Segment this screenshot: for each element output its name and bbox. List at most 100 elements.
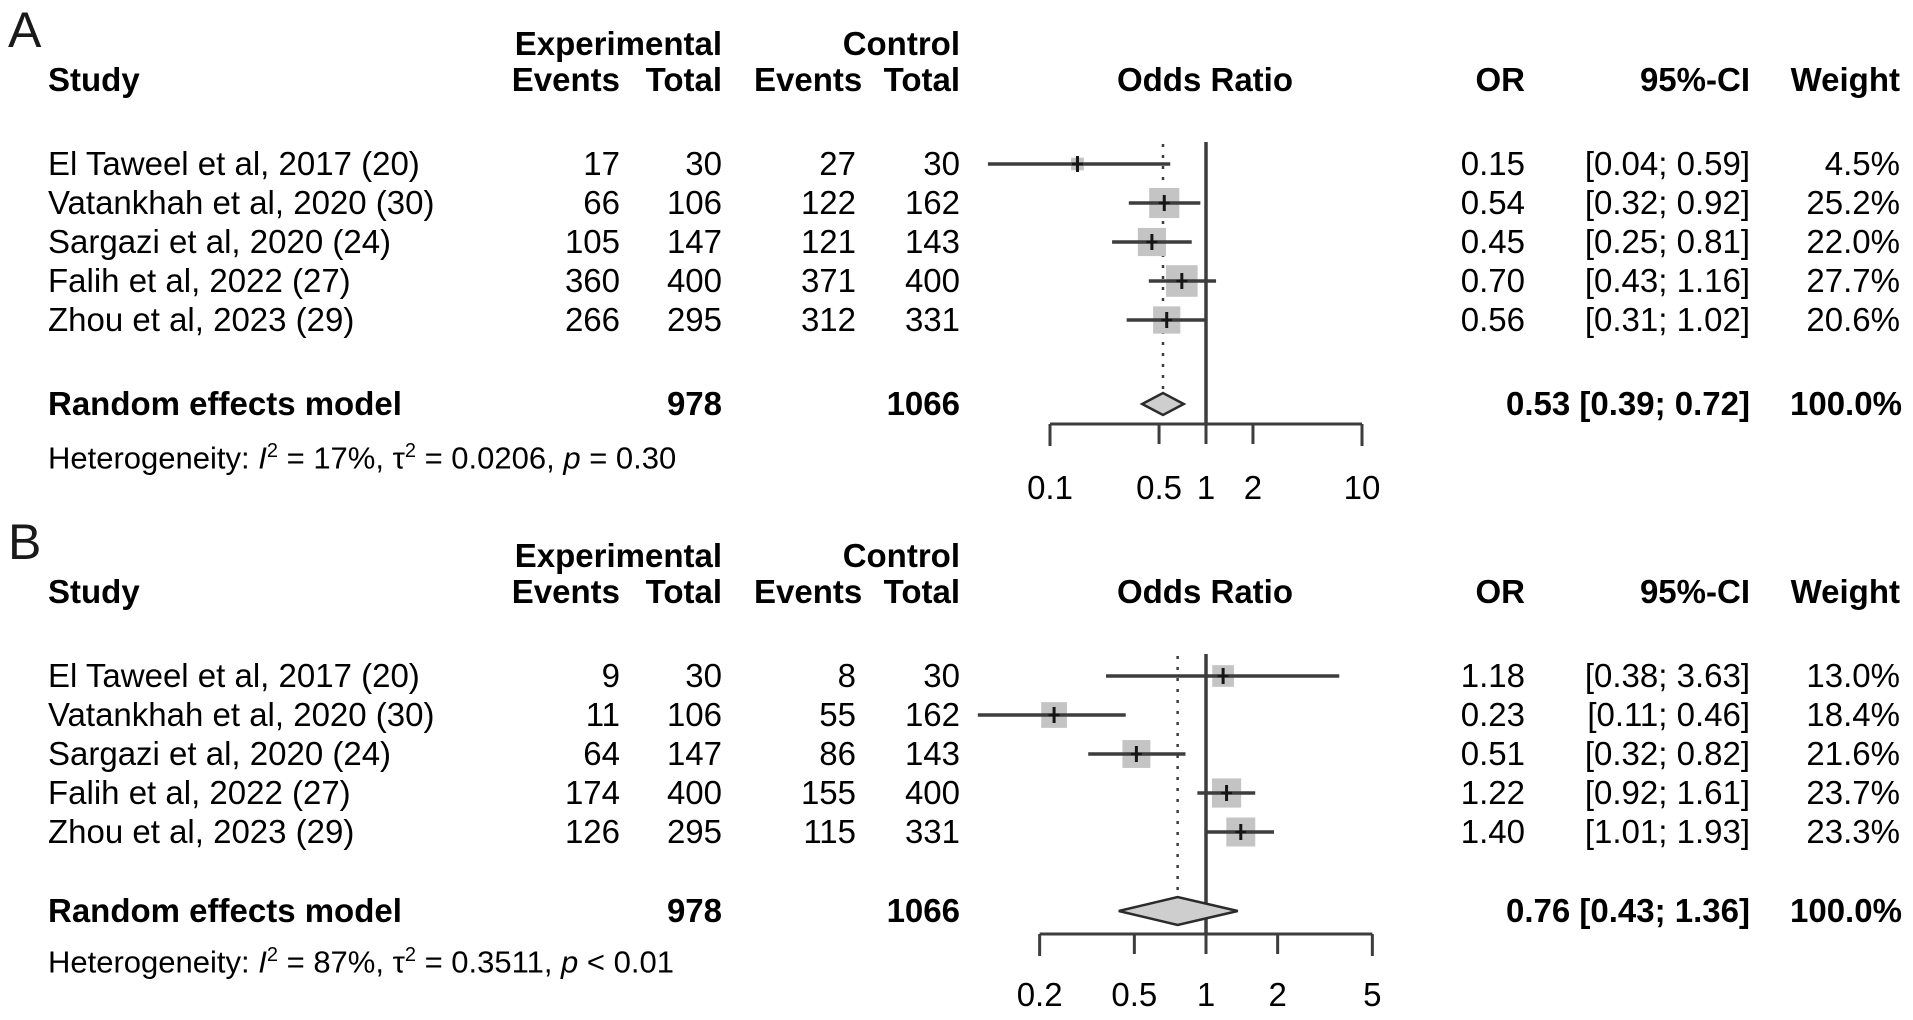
or-value: 1.22 <box>1460 774 1525 811</box>
group-header-experimental: Experimental <box>514 537 722 574</box>
control-total: 331 <box>904 301 960 338</box>
het-tau-symbol: τ <box>392 944 405 980</box>
het-p-symbol: p <box>563 440 581 476</box>
study-name: Falih et al, 2022 (27) <box>48 774 351 811</box>
pooled-diamond <box>1118 895 1239 927</box>
heterogeneity-note: Heterogeneity: I2 = 17%, τ2 = 0.0206, p … <box>48 430 998 476</box>
experimental-events: 360 <box>564 262 620 299</box>
axis-tick-label: 5 <box>1363 976 1382 1013</box>
experimental-events: 174 <box>564 774 620 811</box>
group-header-experimental: Experimental <box>514 25 722 62</box>
column-header-exp-events: Events <box>511 61 620 98</box>
control-events: 122 <box>800 184 856 221</box>
pooled-exp-total: 978 <box>666 385 722 422</box>
column-header-study: Study <box>48 573 140 610</box>
ci-value: [0.11; 0.46] <box>1587 696 1750 733</box>
pooled-exp-total: 978 <box>666 892 722 929</box>
het-tau-sup: 2 <box>404 440 416 462</box>
axis-tick-label: 0.1 <box>1027 469 1073 506</box>
ci-value: [0.92; 1.61] <box>1584 774 1750 811</box>
column-header-weight: Weight <box>1790 61 1900 98</box>
ci-value: [0.31; 1.02] <box>1584 301 1750 338</box>
control-events: 115 <box>803 813 856 850</box>
column-header-ctrl-total: Total <box>883 573 960 610</box>
weight-value: 4.5% <box>1824 145 1900 182</box>
experimental-total: 147 <box>666 735 722 772</box>
het-tau-value: = 0.3511, <box>415 944 562 980</box>
experimental-total: 30 <box>685 657 722 694</box>
control-events: 121 <box>800 223 856 260</box>
panel-b-plot <box>977 654 1374 956</box>
experimental-events: 9 <box>601 657 620 694</box>
pooled-ctrl-total: 1066 <box>886 385 960 422</box>
ci-value: [0.43; 1.16] <box>1584 262 1750 299</box>
experimental-total: 400 <box>666 774 722 811</box>
het-i2-value: = 87%, <box>277 944 393 980</box>
het-tau-symbol: τ <box>392 440 405 476</box>
control-total: 30 <box>923 657 960 694</box>
weight-value: 13.0% <box>1806 657 1900 694</box>
or-value: 0.45 <box>1460 223 1525 260</box>
study-name: Vatankhah et al, 2020 (30) <box>48 696 435 733</box>
het-prefix: Heterogeneity: <box>48 440 259 476</box>
column-header-exp-events: Events <box>511 573 620 610</box>
control-total: 143 <box>904 735 960 772</box>
het-i2-symbol: I <box>258 440 267 476</box>
control-total: 331 <box>904 813 960 850</box>
experimental-events: 66 <box>583 184 620 221</box>
column-header-ci: 95%-CI <box>1639 61 1750 98</box>
control-total: 162 <box>904 696 960 733</box>
or-value: 1.40 <box>1460 813 1525 850</box>
column-header-odds-ratio: Odds Ratio <box>1116 61 1293 98</box>
study-name: Falih et al, 2022 (27) <box>48 262 351 299</box>
experimental-total: 295 <box>666 813 722 850</box>
or-value: 0.23 <box>1460 696 1525 733</box>
control-total: 143 <box>904 223 960 260</box>
pooled-weight: 100.0% <box>1790 892 1902 929</box>
pooled-label: Random effects model <box>48 892 402 929</box>
axis-tick-label: 1 <box>1196 469 1216 506</box>
experimental-events: 64 <box>583 735 620 772</box>
experimental-events: 266 <box>564 301 620 338</box>
experimental-total: 400 <box>666 262 722 299</box>
ci-value: [0.04; 0.59] <box>1584 145 1750 182</box>
or-value: 0.15 <box>1460 145 1525 182</box>
group-header-control: Control <box>842 537 960 574</box>
control-events: 55 <box>819 696 856 733</box>
control-total: 400 <box>904 774 960 811</box>
ci-value: [1.01; 1.93] <box>1584 813 1750 850</box>
study-name: Zhou et al, 2023 (29) <box>48 301 355 338</box>
experimental-total: 106 <box>666 184 722 221</box>
study-name: Vatankhah et al, 2020 (30) <box>48 184 435 221</box>
or-value: 0.56 <box>1460 301 1525 338</box>
het-i2-value: = 17%, <box>277 440 393 476</box>
het-p-symbol: p <box>561 944 579 980</box>
pooled-or-ci: 0.76 [0.43; 1.36] <box>1506 892 1750 929</box>
axis-tick-label: 2 <box>1268 976 1287 1013</box>
het-tau-value: = 0.0206, <box>415 440 564 476</box>
pooled-ctrl-total: 1066 <box>886 892 960 929</box>
column-header-weight: Weight <box>1790 573 1900 610</box>
control-events: 8 <box>837 657 856 694</box>
axis-tick-label: 0.5 <box>1136 469 1182 506</box>
weight-value: 25.2% <box>1806 184 1900 221</box>
panel-a-plot <box>987 142 1364 446</box>
control-events: 27 <box>819 145 856 182</box>
weight-value: 18.4% <box>1806 696 1900 733</box>
group-header-control: Control <box>842 25 960 62</box>
study-name: Sargazi et al, 2020 (24) <box>48 223 392 260</box>
column-header-odds-ratio: Odds Ratio <box>1116 573 1293 610</box>
axis-tick-label: 10 <box>1343 469 1381 506</box>
het-p-value: < 0.01 <box>578 944 674 980</box>
or-value: 0.54 <box>1460 184 1525 221</box>
axis-tick-label: 2 <box>1243 469 1263 506</box>
experimental-total: 30 <box>685 145 722 182</box>
control-events: 86 <box>819 735 856 772</box>
experimental-total: 295 <box>666 301 722 338</box>
panel-a-label: A <box>8 2 42 58</box>
experimental-events: 105 <box>564 223 620 260</box>
pooled-label: Random effects model <box>48 385 402 422</box>
weight-value: 21.6% <box>1806 735 1900 772</box>
